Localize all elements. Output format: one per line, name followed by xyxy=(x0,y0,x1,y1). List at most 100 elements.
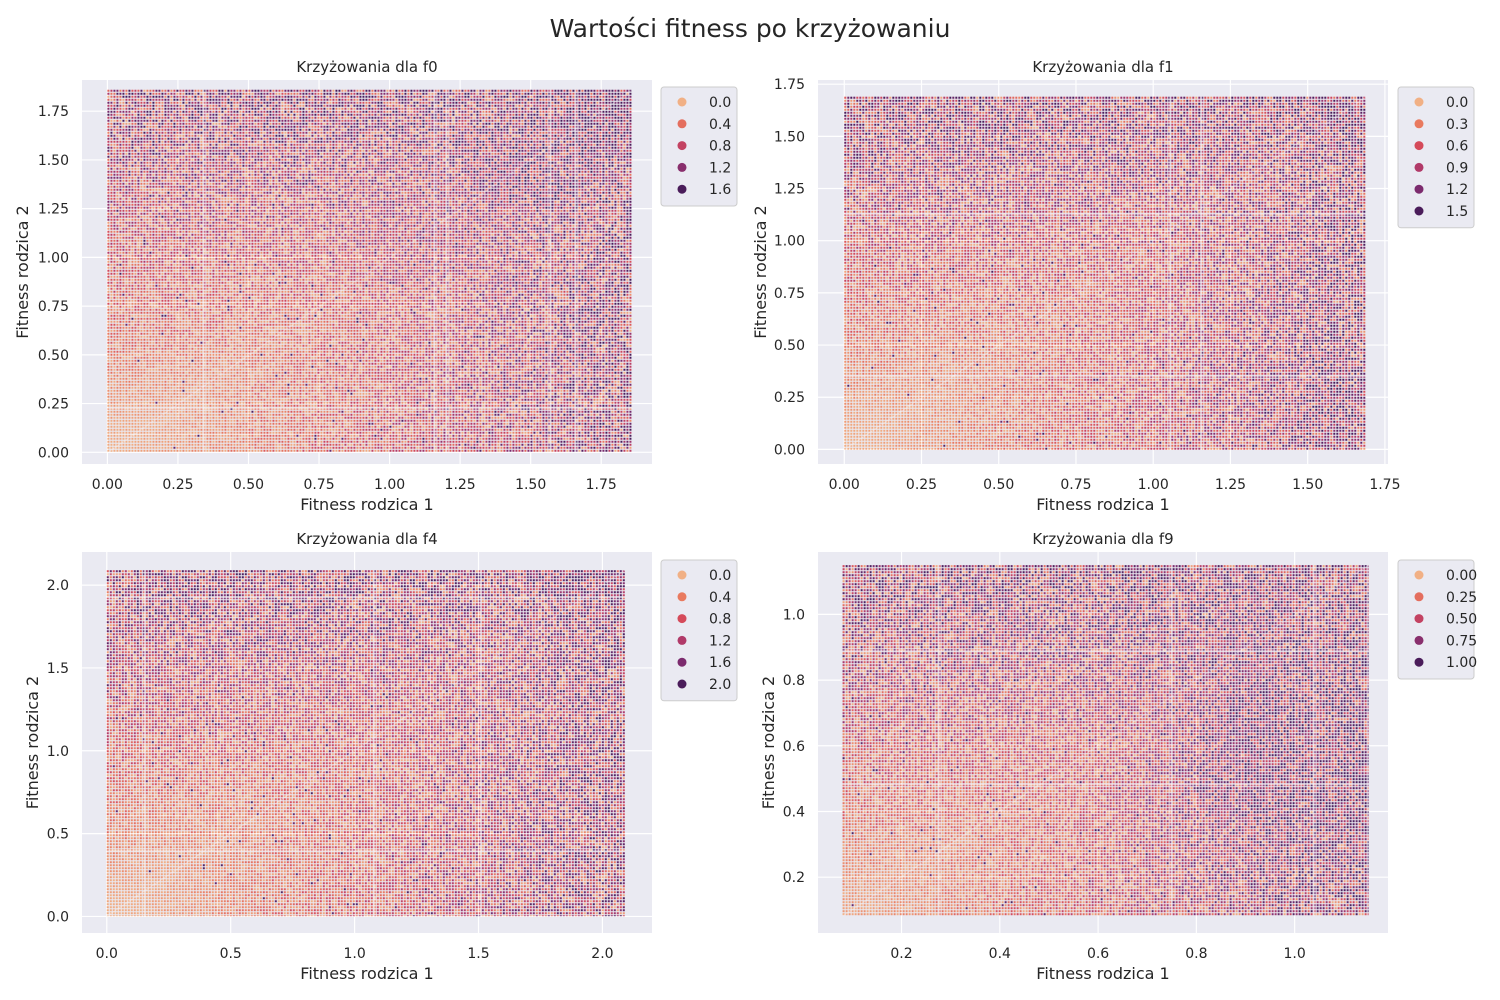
legend: 0.0 0.4 0.8 1.2 1.6 2.0 xyxy=(660,559,738,702)
x-tick-label: 0.4 xyxy=(989,946,1011,962)
scatter-panel-f0: 0.00 0.25 0.50 0.75 1.00 1.25 1.50 1.75 0.00 0.25… xyxy=(13,58,738,514)
y-tick-label: 1.50 xyxy=(38,153,69,169)
legend-label: 1.2 xyxy=(709,633,731,649)
legend-marker xyxy=(1414,97,1424,107)
legend-label: 1.2 xyxy=(709,160,731,176)
x-tick-label: 1.25 xyxy=(1215,477,1246,493)
y-axis-label: Fitness rodzica 2 xyxy=(13,205,32,338)
legend: 0.0 0.3 0.6 0.9 1.2 1.5 xyxy=(1397,86,1475,229)
x-axis-label: Fitness rodzica 1 xyxy=(1036,495,1169,514)
x-tick-label: 0.50 xyxy=(983,477,1014,493)
x-tick-label: 0.75 xyxy=(1060,477,1091,493)
y-tick-label: 0.75 xyxy=(774,286,805,302)
scatter-points xyxy=(844,96,1367,450)
legend-marker xyxy=(677,119,687,129)
legend-label: 0.25 xyxy=(1446,590,1477,606)
legend-marker xyxy=(1414,162,1424,172)
legend-marker xyxy=(1414,657,1424,667)
legend-label: 0.4 xyxy=(709,117,731,133)
x-tick-label: 0.75 xyxy=(303,477,334,493)
legend-label: 0.0 xyxy=(709,568,731,584)
x-tick-label: 0.5 xyxy=(220,946,242,962)
x-tick-label: 0.00 xyxy=(92,477,123,493)
x-tick-label: 1.0 xyxy=(1284,946,1306,962)
y-tick-label: 0.5 xyxy=(47,827,69,843)
y-tick-label: 0.4 xyxy=(783,804,805,820)
panel-title: Krzyżowania dla f9 xyxy=(1032,530,1173,548)
scatter-points xyxy=(842,565,1369,917)
x-tick-label: 1.00 xyxy=(374,477,405,493)
legend-frame xyxy=(660,86,738,207)
legend-label: 1.00 xyxy=(1446,655,1477,671)
scatter-points xyxy=(107,89,633,453)
y-tick-label: 1.75 xyxy=(38,104,69,120)
legend-label: 1.6 xyxy=(709,182,731,198)
y-tick-label: 0.0 xyxy=(47,909,69,925)
legend-frame xyxy=(1397,559,1475,680)
legend-marker xyxy=(677,635,687,645)
y-tick-label: 0.8 xyxy=(783,673,805,689)
x-tick-label: 1.75 xyxy=(1369,477,1400,493)
x-tick-label: 1.25 xyxy=(445,477,476,493)
y-tick-label: 1.0 xyxy=(47,744,69,760)
y-tick-label: 1.00 xyxy=(774,234,805,250)
legend-label: 1.6 xyxy=(709,655,731,671)
y-tick-label: 0.50 xyxy=(774,338,805,354)
x-tick-label: 0.25 xyxy=(162,477,193,493)
x-axis-label: Fitness rodzica 1 xyxy=(1036,964,1169,983)
legend-label: 0.0 xyxy=(1446,95,1468,111)
legend-marker xyxy=(1414,635,1424,645)
y-tick-label: 0.50 xyxy=(38,348,69,364)
y-tick-label: 0.00 xyxy=(38,445,69,461)
y-tick-label: 1.25 xyxy=(774,182,805,198)
scatter-points xyxy=(106,570,625,917)
legend-marker xyxy=(677,141,687,151)
x-tick-label: 0.00 xyxy=(829,477,860,493)
legend-label: 0.6 xyxy=(1446,139,1468,155)
legend-marker xyxy=(1414,206,1424,216)
x-tick-label: 1.5 xyxy=(467,946,489,962)
legend-label: 2.0 xyxy=(709,677,731,693)
panel-title: Krzyżowania dla f4 xyxy=(296,530,437,548)
y-tick-label: 1.75 xyxy=(774,77,805,93)
x-tick-label: 2.0 xyxy=(591,946,613,962)
y-tick-label: 0.75 xyxy=(38,299,69,315)
legend-marker xyxy=(677,184,687,194)
legend-label: 0.9 xyxy=(1446,160,1468,176)
legend-marker xyxy=(677,657,687,667)
x-tick-label: 0.50 xyxy=(233,477,264,493)
legend: 0.00 0.25 0.50 0.75 1.00 xyxy=(1397,559,1477,680)
y-tick-label: 0.6 xyxy=(783,739,805,755)
legend-marker xyxy=(677,614,687,624)
legend-marker xyxy=(1414,141,1424,151)
scatter-panel-f1: 0.00 0.25 0.50 0.75 1.00 1.25 1.50 1.75 0.00 0.25… xyxy=(751,58,1475,514)
scatter-panel-f9: 0.2 0.4 0.6 0.8 1.0 0.2 0.4 0.6 0.8 1.0 Fitness ro… xyxy=(759,530,1477,983)
x-tick-label: 0.2 xyxy=(890,946,912,962)
x-tick-label: 1.0 xyxy=(343,946,365,962)
x-axis-label: Fitness rodzica 1 xyxy=(300,495,433,514)
y-tick-label: 1.25 xyxy=(38,202,69,218)
legend-label: 0.0 xyxy=(709,95,731,111)
figure-title: Wartości fitness po krzyżowaniu xyxy=(549,14,951,43)
legend-label: 0.50 xyxy=(1446,612,1477,628)
x-tick-label: 0.0 xyxy=(96,946,118,962)
panel-title: Krzyżowania dla f1 xyxy=(1032,58,1173,76)
legend-marker xyxy=(677,162,687,172)
legend-marker xyxy=(1414,570,1424,580)
scatter-panel-f4: 0.0 0.5 1.0 1.5 2.0 0.0 0.5 1.0 1.5 2.0 Fitness ro… xyxy=(23,530,738,983)
y-tick-label: 0.2 xyxy=(783,870,805,886)
legend-marker xyxy=(677,570,687,580)
legend-label: 0.75 xyxy=(1446,633,1477,649)
y-tick-label: 0.25 xyxy=(38,397,69,413)
legend-marker xyxy=(1414,592,1424,602)
legend-marker xyxy=(1414,184,1424,194)
y-axis-label: Fitness rodzica 2 xyxy=(23,676,42,809)
y-tick-label: 1.5 xyxy=(47,661,69,677)
y-tick-label: 1.0 xyxy=(783,607,805,623)
x-tick-label: 1.00 xyxy=(1138,477,1169,493)
legend-label: 1.2 xyxy=(1446,182,1468,198)
panel-title: Krzyżowania dla f0 xyxy=(296,58,437,76)
x-tick-label: 0.8 xyxy=(1185,946,1207,962)
x-axis-label: Fitness rodzica 1 xyxy=(300,964,433,983)
x-tick-label: 1.50 xyxy=(1292,477,1323,493)
